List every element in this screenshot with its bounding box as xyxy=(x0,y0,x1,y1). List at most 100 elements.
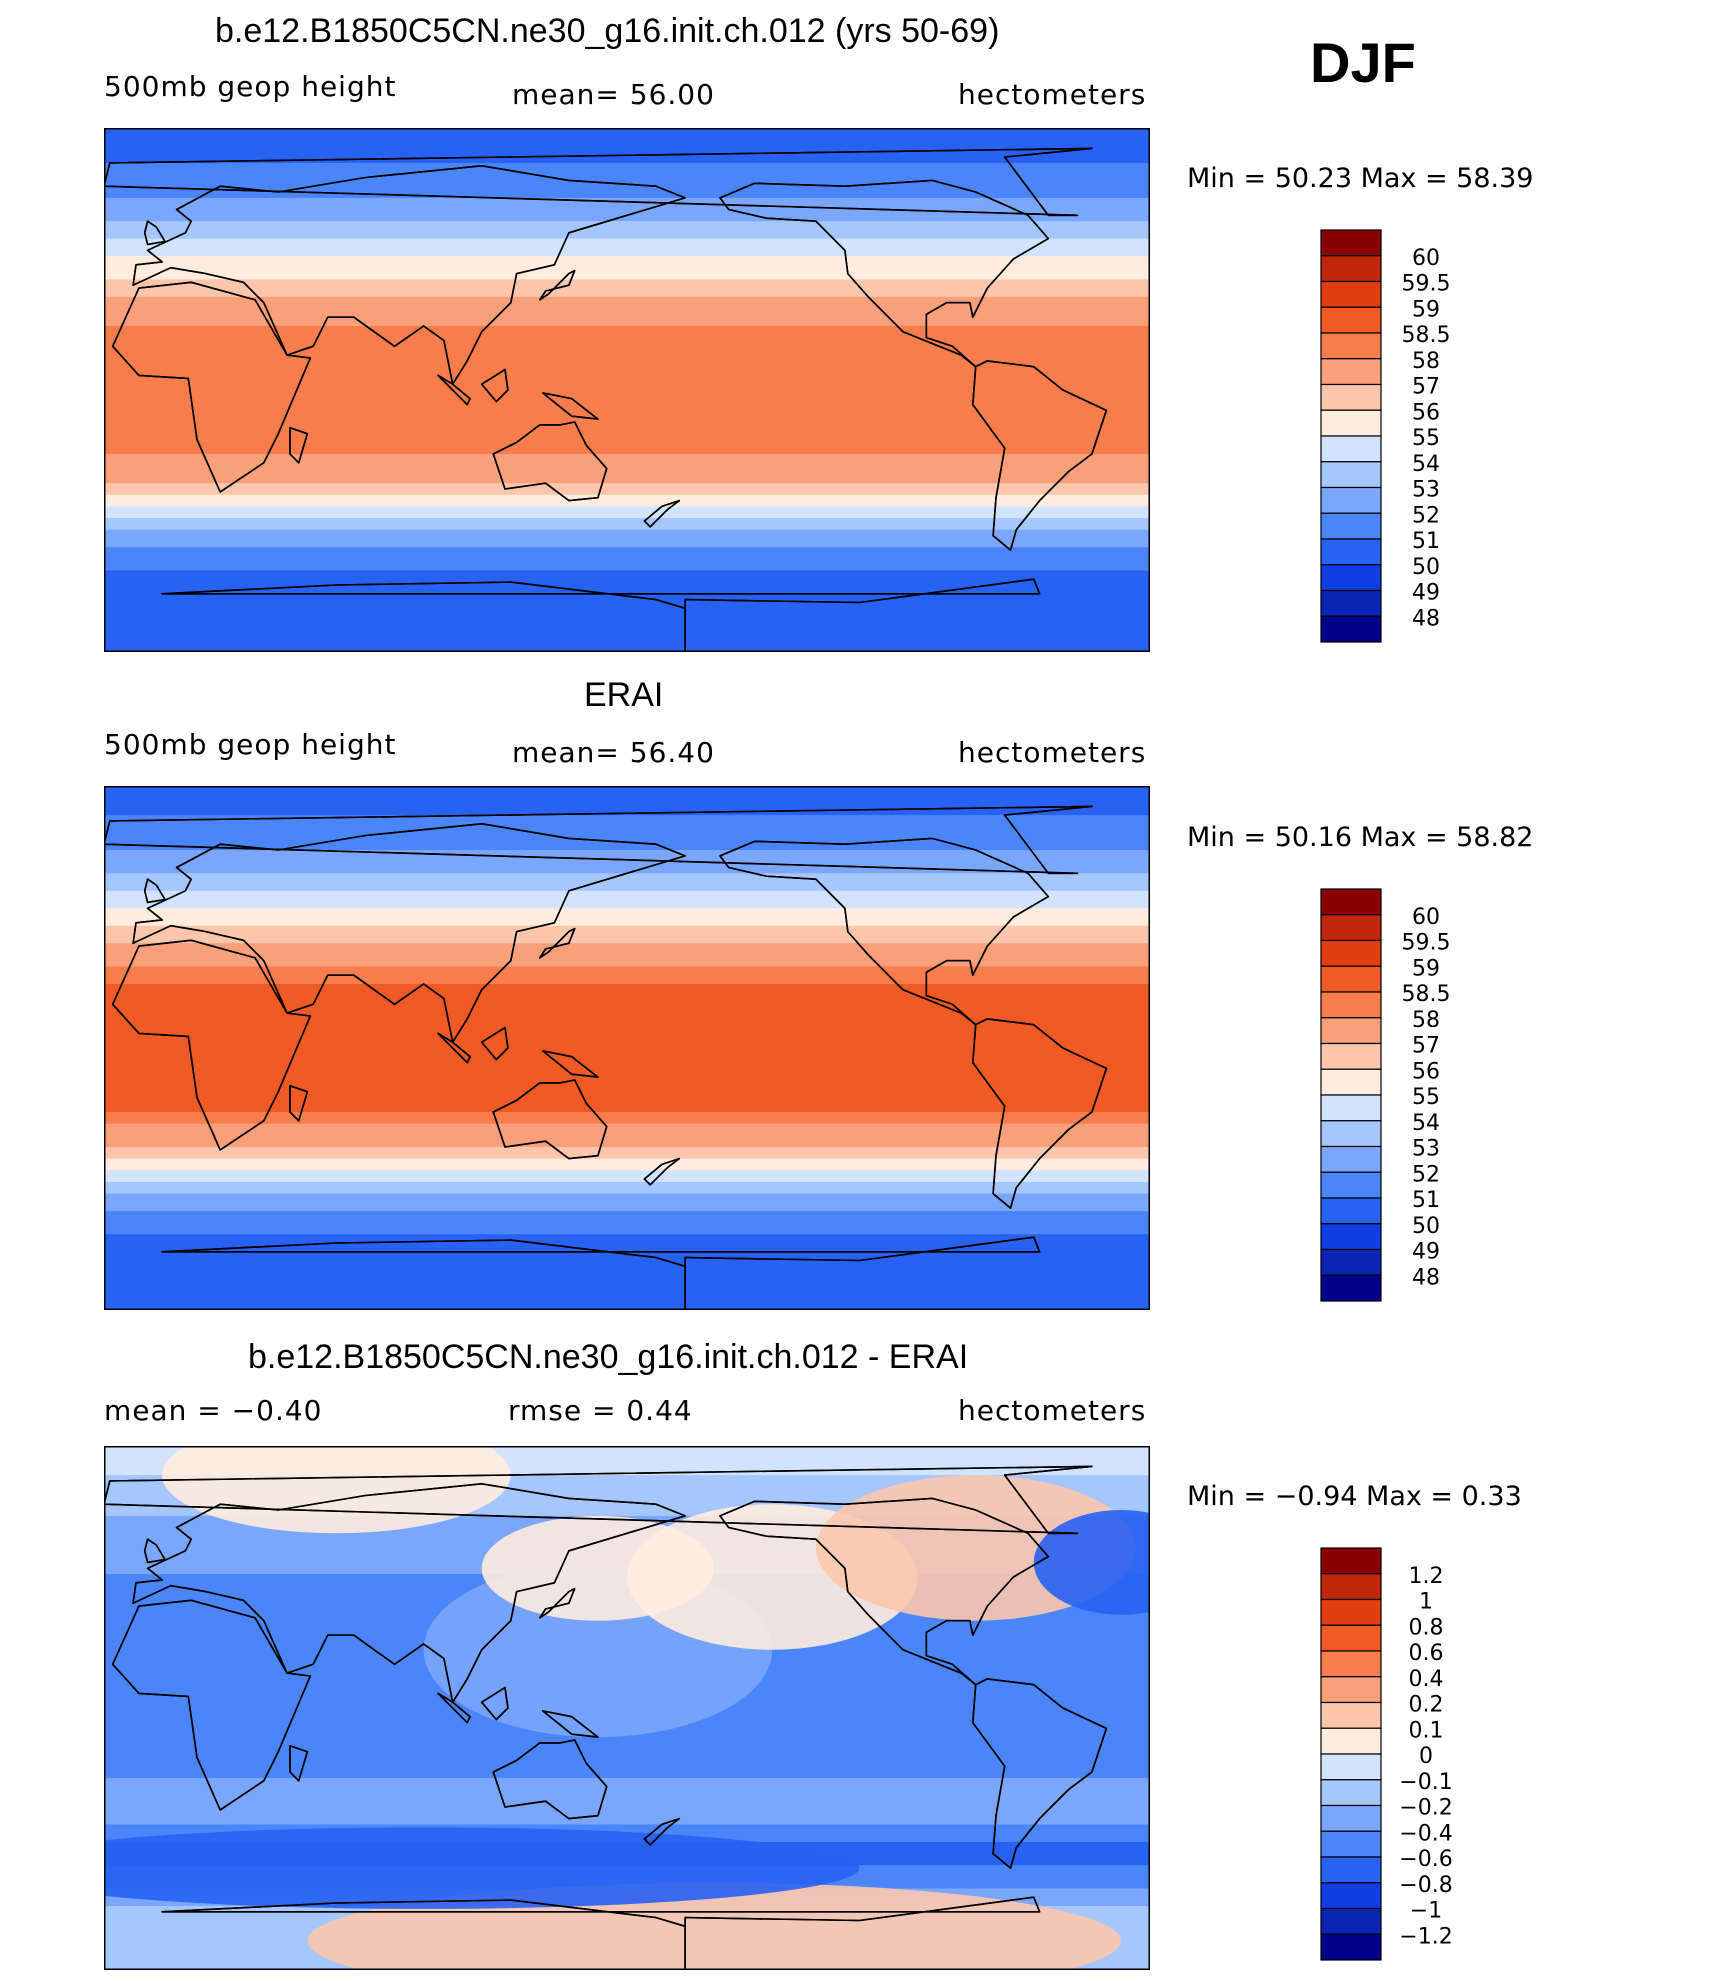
contour-band xyxy=(104,384,1150,391)
contour-band xyxy=(104,221,1150,228)
colorbar-box xyxy=(1320,486,1382,514)
contour-band xyxy=(104,890,1150,898)
colorbar-tick-label: −1.2 xyxy=(1399,1924,1452,1949)
mean-label: mean = −0.40 xyxy=(104,1394,323,1427)
contour-band xyxy=(104,634,1150,642)
contour-band xyxy=(104,459,1150,467)
contour-band xyxy=(104,162,1150,170)
colorbar-box xyxy=(1320,1068,1382,1096)
contour-band xyxy=(104,1257,1150,1265)
contour-band xyxy=(104,535,1150,543)
contour-band xyxy=(104,1135,1150,1142)
coastline xyxy=(111,281,312,493)
contour-band xyxy=(104,139,1150,147)
contour-band xyxy=(104,483,1150,490)
coastline xyxy=(480,1686,509,1721)
contour-band xyxy=(104,407,1150,415)
contour-band xyxy=(104,500,1150,508)
contour-band xyxy=(104,174,1150,182)
mean-label: mean= 56.40 xyxy=(512,736,715,769)
contour-band xyxy=(104,226,1150,234)
colorbar-tick-label: 51 xyxy=(1412,529,1440,554)
contour-band xyxy=(104,949,1150,956)
contour-band xyxy=(104,1480,1150,1488)
contour-band xyxy=(104,593,1150,601)
contour-band xyxy=(104,879,1150,886)
contour-band xyxy=(104,564,1150,572)
coastline xyxy=(480,1026,509,1061)
contour-band xyxy=(104,1094,1150,1102)
contour-band xyxy=(104,925,1150,933)
contour-band xyxy=(104,547,1150,554)
map-frame xyxy=(104,786,1150,1310)
colorbar-box xyxy=(1320,1171,1382,1199)
contour-band xyxy=(104,1783,1150,1791)
contour-band xyxy=(104,797,1150,805)
contour-band xyxy=(104,884,1150,892)
colorbar-box xyxy=(1320,332,1382,360)
contour-band xyxy=(104,943,1150,950)
colorbar-tick-label: 0.1 xyxy=(1409,1718,1444,1743)
min-max-label: Min = −0.94 Max = 0.33 xyxy=(1187,1481,1522,1512)
contour-band xyxy=(104,646,1150,652)
contour-band xyxy=(104,844,1150,851)
contour-band xyxy=(104,605,1150,613)
colorbar-box xyxy=(1320,255,1382,283)
contour-band xyxy=(104,128,1150,135)
contour-band xyxy=(104,343,1150,351)
coastline xyxy=(161,578,1041,652)
coastline xyxy=(643,499,681,528)
contour-band xyxy=(104,448,1150,455)
contour-band xyxy=(104,1240,1150,1247)
colorbar-box xyxy=(1320,1779,1382,1807)
contour-band xyxy=(104,1801,1150,1808)
coastline xyxy=(143,1538,166,1564)
colorbar-tick-label: 59 xyxy=(1412,956,1440,981)
map-plot xyxy=(104,128,1150,652)
coastline xyxy=(161,1236,1041,1310)
contour-band xyxy=(104,1812,1150,1820)
contour-band xyxy=(104,983,1150,991)
map-plot xyxy=(104,786,1150,1310)
contour-band xyxy=(104,786,1150,793)
contour-band xyxy=(104,1059,1150,1067)
contour-band xyxy=(104,320,1150,327)
colorbar-tick-label: −0.1 xyxy=(1399,1770,1452,1795)
contour-band xyxy=(104,582,1150,589)
contour-band xyxy=(104,1007,1150,1014)
colorbar-tick-label: −0.4 xyxy=(1399,1821,1452,1846)
contour-band xyxy=(104,436,1150,444)
contour-band xyxy=(104,465,1150,473)
colorbar-tick-label: 0.8 xyxy=(1409,1615,1444,1640)
contour-band xyxy=(104,145,1150,153)
contour-band xyxy=(104,349,1150,356)
contour-bands xyxy=(104,128,1150,652)
colorbar-box xyxy=(1320,615,1382,643)
contour-band xyxy=(104,1077,1150,1084)
contour-band xyxy=(104,291,1150,298)
contour-band xyxy=(104,477,1150,484)
colorbar-box xyxy=(1320,1727,1382,1755)
colorbar-tick-label: 53 xyxy=(1412,1137,1440,1162)
contour-band xyxy=(104,611,1150,618)
coastline xyxy=(972,1018,1108,1209)
contour-band xyxy=(104,1795,1150,1802)
contour-band xyxy=(104,337,1150,345)
contour-band xyxy=(104,873,1150,880)
contour-band xyxy=(104,424,1150,432)
contour-band xyxy=(104,529,1150,537)
coastlines xyxy=(104,1465,1108,1970)
colorbar-tick-label: 58.5 xyxy=(1402,323,1451,348)
colorbar-box xyxy=(1320,914,1382,942)
colorbar-tick-label: 60 xyxy=(1412,905,1440,930)
contour-band xyxy=(104,1777,1150,1785)
contour-band xyxy=(104,1292,1150,1300)
coastlines xyxy=(104,147,1108,652)
contour-band xyxy=(104,1772,1150,1779)
contour-band xyxy=(104,1030,1150,1038)
coastline xyxy=(132,165,686,385)
field-label: 500mb geop height xyxy=(104,728,397,761)
colorbar-tick-label: 58 xyxy=(1412,1008,1440,1033)
contour-band xyxy=(104,1222,1150,1230)
